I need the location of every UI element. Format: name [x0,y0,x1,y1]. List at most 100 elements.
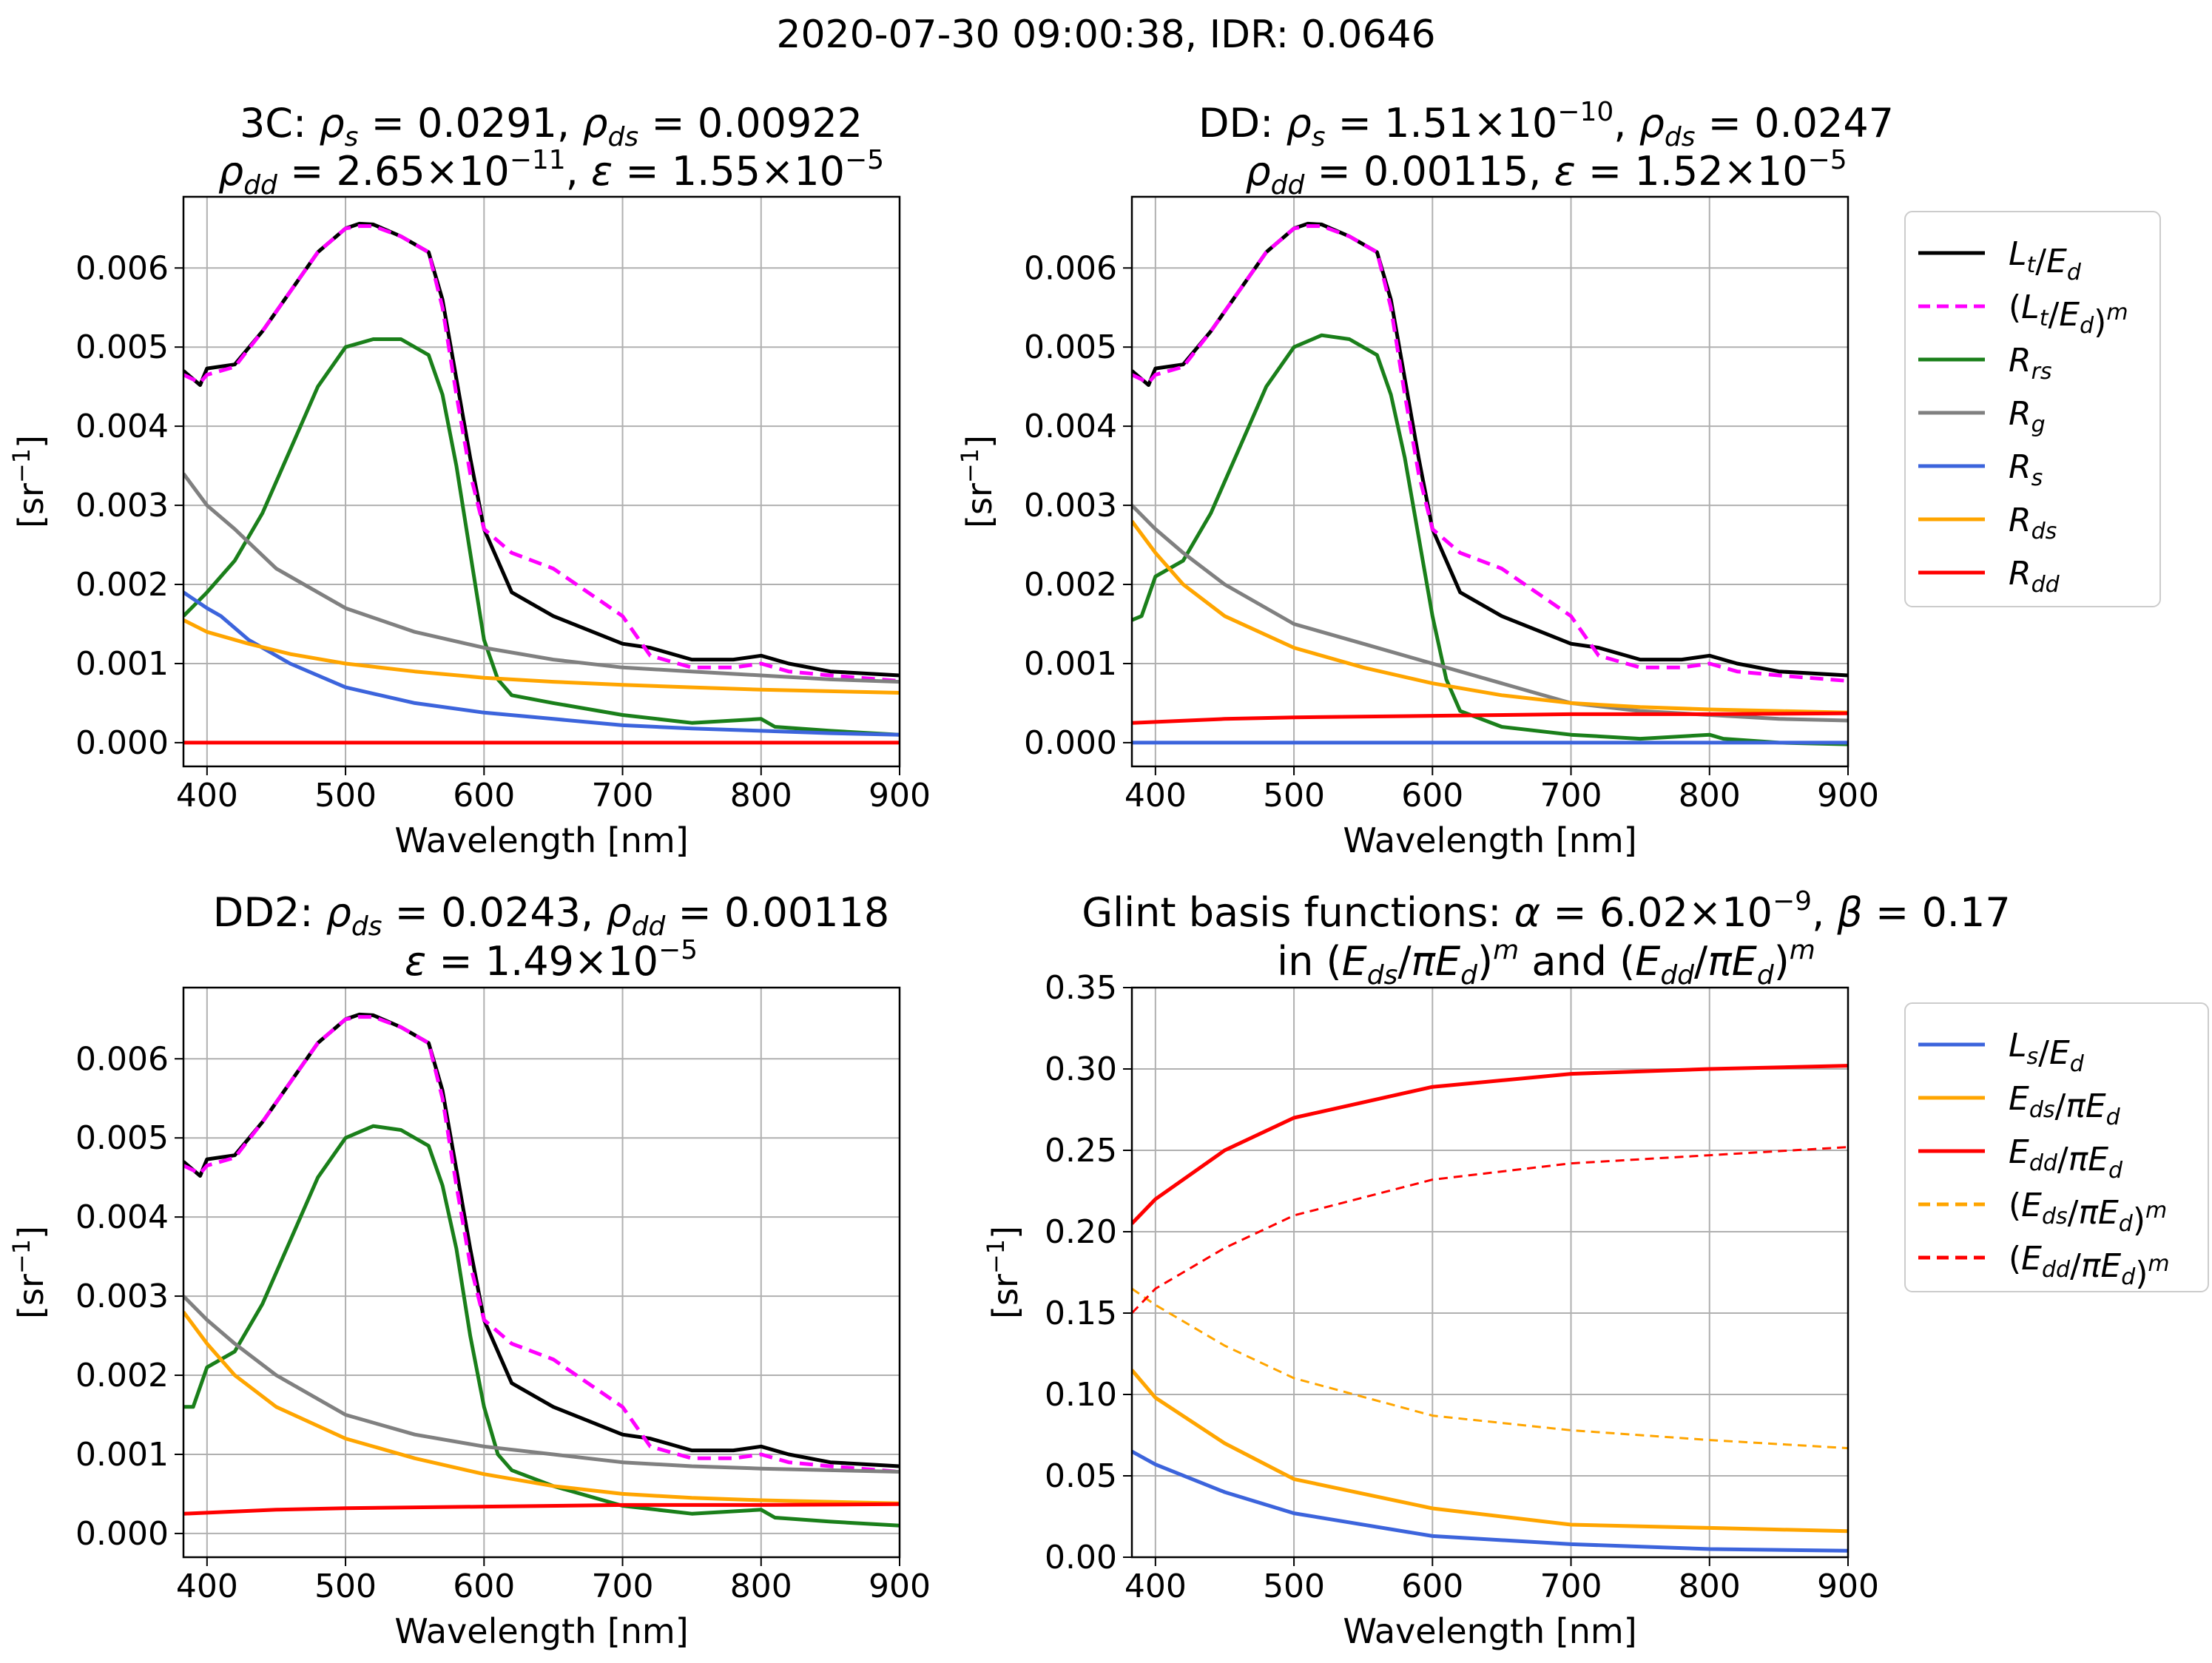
svg-text:in (Eds/πEd)m and (Edd/πEd)m: in (Eds/πEd)m and (Edd/πEd)m [1277,935,1815,991]
y-tick-label: 0.004 [1024,408,1117,445]
axes-frame [182,195,901,768]
series-line-rrs [1132,333,1848,746]
y-tick-label: 0.003 [75,1278,169,1315]
y-tick-label: 0.005 [75,328,169,366]
svg-text:Ls/Ed: Ls/Ed [2009,1027,2085,1077]
y-tick-label: 0.000 [75,724,169,762]
legend-item: Rg [1918,395,2046,438]
series-line-rdd [1132,711,1848,725]
x-tick-label: 800 [730,1568,792,1605]
x-tick-label: 400 [1124,1568,1187,1605]
x-tick-label: 600 [453,1568,515,1605]
legend-item: Rs [1918,448,2043,491]
svg-text:Rs: Rs [2009,448,2043,491]
svg-text:Eds/πEd: Eds/πEd [2009,1080,2121,1130]
series-line-rg [183,1295,900,1474]
x-tick-label: 900 [1817,1568,1879,1605]
chart-dd: 400 500 600 700 800 900 0.000 0.001 0.002 0.003 0.… [956,195,1879,860]
series-line-rds [1132,520,1848,715]
series-line-rg [183,472,900,684]
y-tick-label: 0.001 [1024,645,1117,683]
svg-text:(Edd/πEd)m: (Edd/πEd)m [2009,1240,2170,1292]
axes-frame [1130,195,1849,768]
y-tick-label: 0.25 [1045,1132,1117,1170]
legend-item: (Eds/πEd)m [1918,1187,2167,1239]
svg-text:Rds: Rds [2009,502,2057,544]
chart-3c: 400 500 600 700 800 900 0.000 0.001 0.002 0.003 0.… [7,195,931,860]
x-tick-label: 400 [176,1568,238,1605]
svg-text:Rrs: Rrs [2009,342,2052,385]
y-tick-label: 0.20 [1045,1213,1117,1251]
svg-text:Glint basis functions: α = 6.0: Glint basis functions: α = 6.02×10−9, β … [1082,886,2010,936]
y-tick-label: 0.10 [1045,1376,1117,1414]
svg-text:Edd/πEd: Edd/πEd [2009,1133,2123,1184]
x-tick-label: 800 [730,777,792,814]
svg-text:3C: ρs = 0.0291, ρds = 0.00922: 3C: ρs = 0.0291, ρds = 0.00922 [240,100,863,152]
y-tick-label: 0.001 [75,1436,169,1474]
y-tick-label: 0.004 [75,1198,169,1236]
x-tick-label: 900 [869,777,931,814]
y-tick-label: 0.30 [1045,1050,1117,1088]
series-line-rs [183,590,900,737]
series-line-edd [1132,1064,1848,1225]
legend-item: Rdd [1918,555,2060,598]
svg-text:ε = 1.49×10−5: ε = 1.49×10−5 [405,935,698,985]
chart-glint-basis: 400 500 600 700 800 900 0.00 0.05 0.10 0.15 0.20 0.… [982,969,1879,1651]
x-tick-label: 900 [1817,777,1879,814]
svg-text:(Lt/Ed)m: (Lt/Ed)m [2009,289,2128,341]
x-tick-label: 400 [1124,777,1187,814]
y-tick-label: 0.05 [1045,1457,1117,1495]
y-tick-label: 0.005 [1024,328,1117,366]
y-tick-label: 0.002 [75,1357,169,1394]
legend-item: (Edd/πEd)m [1918,1240,2170,1292]
series-line-lt-ed-model-model [183,224,900,683]
series-line-rrs [183,1124,900,1528]
legend-item: (Lt/Ed)m [1918,289,2128,341]
y-tick-label: 0.001 [75,645,169,683]
y-axis-label: [sr−1] [7,435,51,528]
series-line-rdd [183,1502,900,1516]
svg-text:ρdd = 0.00115, ε = 1.52×10−5: ρdd = 0.00115, ε = 1.52×10−5 [1245,145,1847,200]
x-axis-label: Wavelength [nm] [1343,820,1636,860]
y-tick-label: 0.005 [75,1119,169,1157]
x-tick-label: 600 [453,777,515,814]
x-tick-label: 500 [1263,777,1325,814]
y-tick-label: 0.35 [1045,969,1117,1007]
y-tick-label: 0.003 [75,487,169,524]
svg-text:DD: ρs = 1.51×10−10, ρds = 0.0: DD: ρs = 1.51×10−10, ρds = 0.0247 [1198,97,1894,152]
x-tick-label: 700 [1540,1568,1602,1605]
svg-text:Rdd: Rdd [2009,555,2060,598]
y-axis-label: [sr−1] [982,1226,1025,1319]
svg-text:ρdd = 2.65×10−11, ε = 1.55×10−: ρdd = 2.65×10−11, ε = 1.55×10−5 [218,145,884,200]
y-tick-label: 0.000 [75,1515,169,1553]
svg-text:Lt/Ed: Lt/Ed [2009,235,2082,286]
y-tick-label: 0.15 [1045,1295,1117,1332]
x-tick-label: 700 [592,1568,654,1605]
y-axis-label: [sr−1] [7,1226,51,1319]
svg-text:Rg: Rg [2009,395,2046,438]
chart-dd2: 400 500 600 700 800 900 0.000 0.001 0.002 0.003 0.… [7,986,931,1651]
legend-box [1904,211,2161,607]
y-tick-label: 0.003 [1024,487,1117,524]
svg-text:(Eds/πEd)m: (Eds/πEd)m [2009,1187,2167,1239]
y-tick-label: 0.006 [1024,249,1117,287]
x-tick-label: 500 [314,777,377,814]
legend-box [1904,1002,2209,1292]
series-line-rrs [183,337,900,737]
axes-frame [1130,986,1849,1559]
y-tick-label: 0.004 [75,408,169,445]
x-axis-label: Wavelength [nm] [394,820,688,860]
series-line-eds-model [1132,1287,1848,1450]
figure-suptitle: 2020-07-30 09:00:38, IDR: 0.0646 [776,13,1435,57]
panel-title-glint: Glint basis functions: α = 6.02×10−9, β … [1082,886,2010,991]
series-line-rds [183,1311,900,1505]
y-tick-label: 0.006 [75,1040,169,1078]
x-tick-label: 700 [1540,777,1602,814]
legend-item: Eds/πEd [1918,1080,2121,1130]
legend-item: Rrs [1918,342,2052,385]
x-axis-label: Wavelength [nm] [1343,1611,1636,1651]
x-tick-label: 900 [869,1568,931,1605]
